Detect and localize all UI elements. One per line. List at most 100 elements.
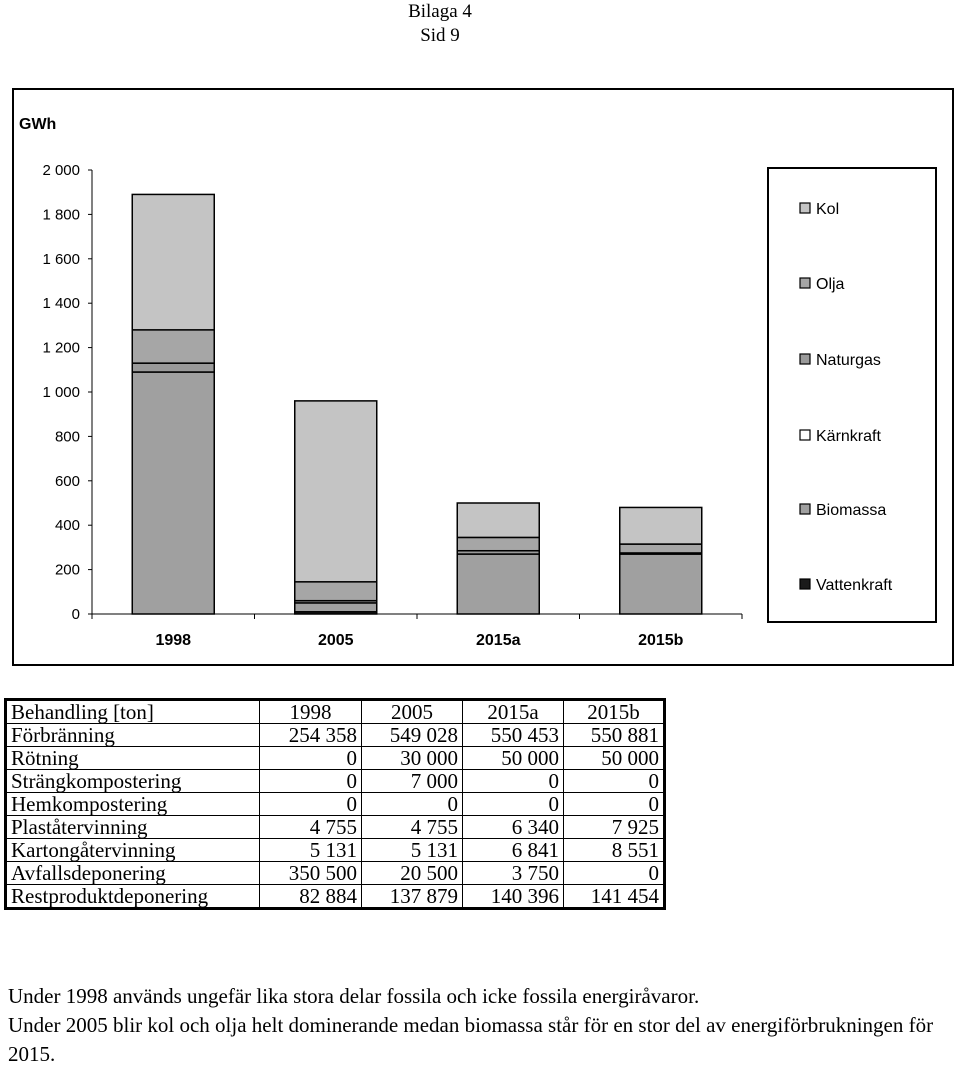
x-tick-label: 1998 xyxy=(155,632,191,649)
row-label-cell: Förbränning xyxy=(5,723,260,747)
value-cell: 20 500 xyxy=(361,861,463,885)
y-tick-label: 1 800 xyxy=(42,206,80,223)
x-tick-label: 2015a xyxy=(476,632,521,649)
table-header-cell: 1998 xyxy=(259,699,362,724)
table-row: Kartongåtervinning 5 131 5 131 6 841 8 551 xyxy=(5,838,665,862)
value-cell: 550 881 xyxy=(563,723,665,747)
bar-segment xyxy=(456,536,540,552)
table-header-cell: 2015a xyxy=(462,699,564,724)
bar-segment xyxy=(456,553,540,615)
legend-swatch xyxy=(799,202,811,214)
table-row: Plaståtervinning 4 755 4 755 6 340 7 925 xyxy=(5,815,665,839)
y-axis-label: GWh xyxy=(19,116,56,133)
legend-swatch xyxy=(799,277,811,289)
x-tick-label: 2015b xyxy=(638,632,684,649)
legend-label: Olja xyxy=(816,276,845,293)
legend-swatch xyxy=(799,429,811,441)
row-label-cell: Strängkompostering xyxy=(5,769,260,793)
row-label-cell: Rötning xyxy=(5,746,260,770)
table-header-cell: 2015b xyxy=(563,699,665,724)
legend-label: Kol xyxy=(816,201,839,218)
value-cell: 254 358 xyxy=(259,723,362,747)
bar-segment xyxy=(619,553,703,615)
value-cell: 141 454 xyxy=(563,884,665,909)
value-cell: 7 000 xyxy=(361,769,463,793)
value-cell: 6 841 xyxy=(462,838,564,862)
value-cell: 5 131 xyxy=(361,838,463,862)
value-cell: 30 000 xyxy=(361,746,463,770)
value-cell: 0 xyxy=(259,792,362,816)
value-cell: 0 xyxy=(259,746,362,770)
value-cell: 140 396 xyxy=(462,884,564,909)
value-cell: 0 xyxy=(563,792,665,816)
bar-segment xyxy=(619,543,703,554)
summary-text: Under 1998 används ungefär lika stora de… xyxy=(8,982,948,1069)
chart-frame: GWh 0 200 400 600 800 1 000 1 200 1 400 1 600 1 80… xyxy=(12,88,954,666)
summary-paragraph-2: Under 2005 blir kol och olja helt domine… xyxy=(8,1013,934,1066)
y-tick-label: 600 xyxy=(55,473,80,490)
value-cell: 0 xyxy=(462,769,564,793)
value-cell: 0 xyxy=(563,769,665,793)
row-label-cell: Restproduktdeponering xyxy=(5,884,260,909)
legend-label: Biomassa xyxy=(816,502,886,519)
legend-label: Naturgas xyxy=(816,352,881,369)
legend-swatch xyxy=(799,578,811,590)
bar-segment xyxy=(131,329,215,364)
value-cell: 50 000 xyxy=(563,746,665,770)
value-cell: 0 xyxy=(563,861,665,885)
summary-paragraph-1: Under 1998 används ungefär lika stora de… xyxy=(8,984,700,1008)
y-tick-label: 0 xyxy=(72,606,80,623)
page-header: Bilaga 4 Sid 9 xyxy=(0,0,880,48)
y-tick-label: 2 000 xyxy=(42,162,80,179)
y-tick-label: 1 200 xyxy=(42,340,80,357)
y-tick-label: 1 600 xyxy=(42,251,80,268)
y-tick-label: 1 000 xyxy=(42,384,80,401)
row-label-cell: Hemkompostering xyxy=(5,792,260,816)
value-cell: 0 xyxy=(361,792,463,816)
value-cell: 4 755 xyxy=(259,815,362,839)
bar-segment xyxy=(294,581,378,602)
x-tick-label: 2005 xyxy=(318,632,354,649)
bar-segment xyxy=(294,602,378,613)
value-cell: 5 131 xyxy=(259,838,362,862)
bar-segment xyxy=(294,400,378,583)
value-cell: 549 028 xyxy=(361,723,463,747)
value-cell: 8 551 xyxy=(563,838,665,862)
bar-segment xyxy=(131,193,215,331)
appendix-label: Bilaga 4 xyxy=(408,1,472,22)
stacked-bar-chart: GWh 0 200 400 600 800 1 000 1 200 1 400 1 600 1 80… xyxy=(19,116,937,649)
bar-segment xyxy=(131,362,215,373)
row-label-cell: Plaståtervinning xyxy=(5,815,260,839)
table-row: Strängkompostering 0 7 000 0 0 xyxy=(5,769,665,793)
y-tick-label: 800 xyxy=(55,428,80,445)
bar-segment xyxy=(619,506,703,545)
table-header-cell: Behandling [ton] xyxy=(11,700,154,724)
y-tick-label: 200 xyxy=(55,562,80,579)
value-cell: 550 453 xyxy=(462,723,564,747)
value-cell: 82 884 xyxy=(259,884,362,909)
row-label-cell: Avfallsdeponering xyxy=(5,861,260,885)
page-number: Sid 9 xyxy=(420,25,460,46)
table-row: Rötning 0 30 000 50 000 50 000 xyxy=(5,746,665,770)
table-row: Restproduktdeponering 82 884 137 879 140 39… xyxy=(5,884,665,909)
value-cell: 50 000 xyxy=(462,746,564,770)
legend-swatch xyxy=(799,353,811,365)
table-row: Hemkompostering 0 0 0 0 xyxy=(5,792,665,816)
legend-label: Kärnkraft xyxy=(816,428,881,445)
table-row: Förbränning 254 358 549 028 550 453 550 881 xyxy=(5,723,665,747)
value-cell: 137 879 xyxy=(361,884,463,909)
legend-label: Vattenkraft xyxy=(816,577,893,594)
bar-segment xyxy=(456,502,540,539)
bar-segment xyxy=(131,371,215,615)
value-cell: 6 340 xyxy=(462,815,564,839)
y-tick-label: 1 400 xyxy=(42,295,80,312)
value-cell: 0 xyxy=(259,769,362,793)
table-header-row: Behandling [ton] 1998 2005 2015a 2015b xyxy=(6,699,665,724)
legend-swatch xyxy=(799,503,811,515)
legend-box xyxy=(767,167,937,623)
value-cell: 3 750 xyxy=(462,861,564,885)
value-cell: 350 500 xyxy=(259,861,362,885)
treatment-table: Behandling [ton] 1998 2005 2015a 2015b Förbrä… xyxy=(4,698,666,910)
table-row: Avfallsdeponering 350 500 20 500 3 750 0 xyxy=(5,861,665,885)
row-label-cell: Kartongåtervinning xyxy=(5,838,260,862)
